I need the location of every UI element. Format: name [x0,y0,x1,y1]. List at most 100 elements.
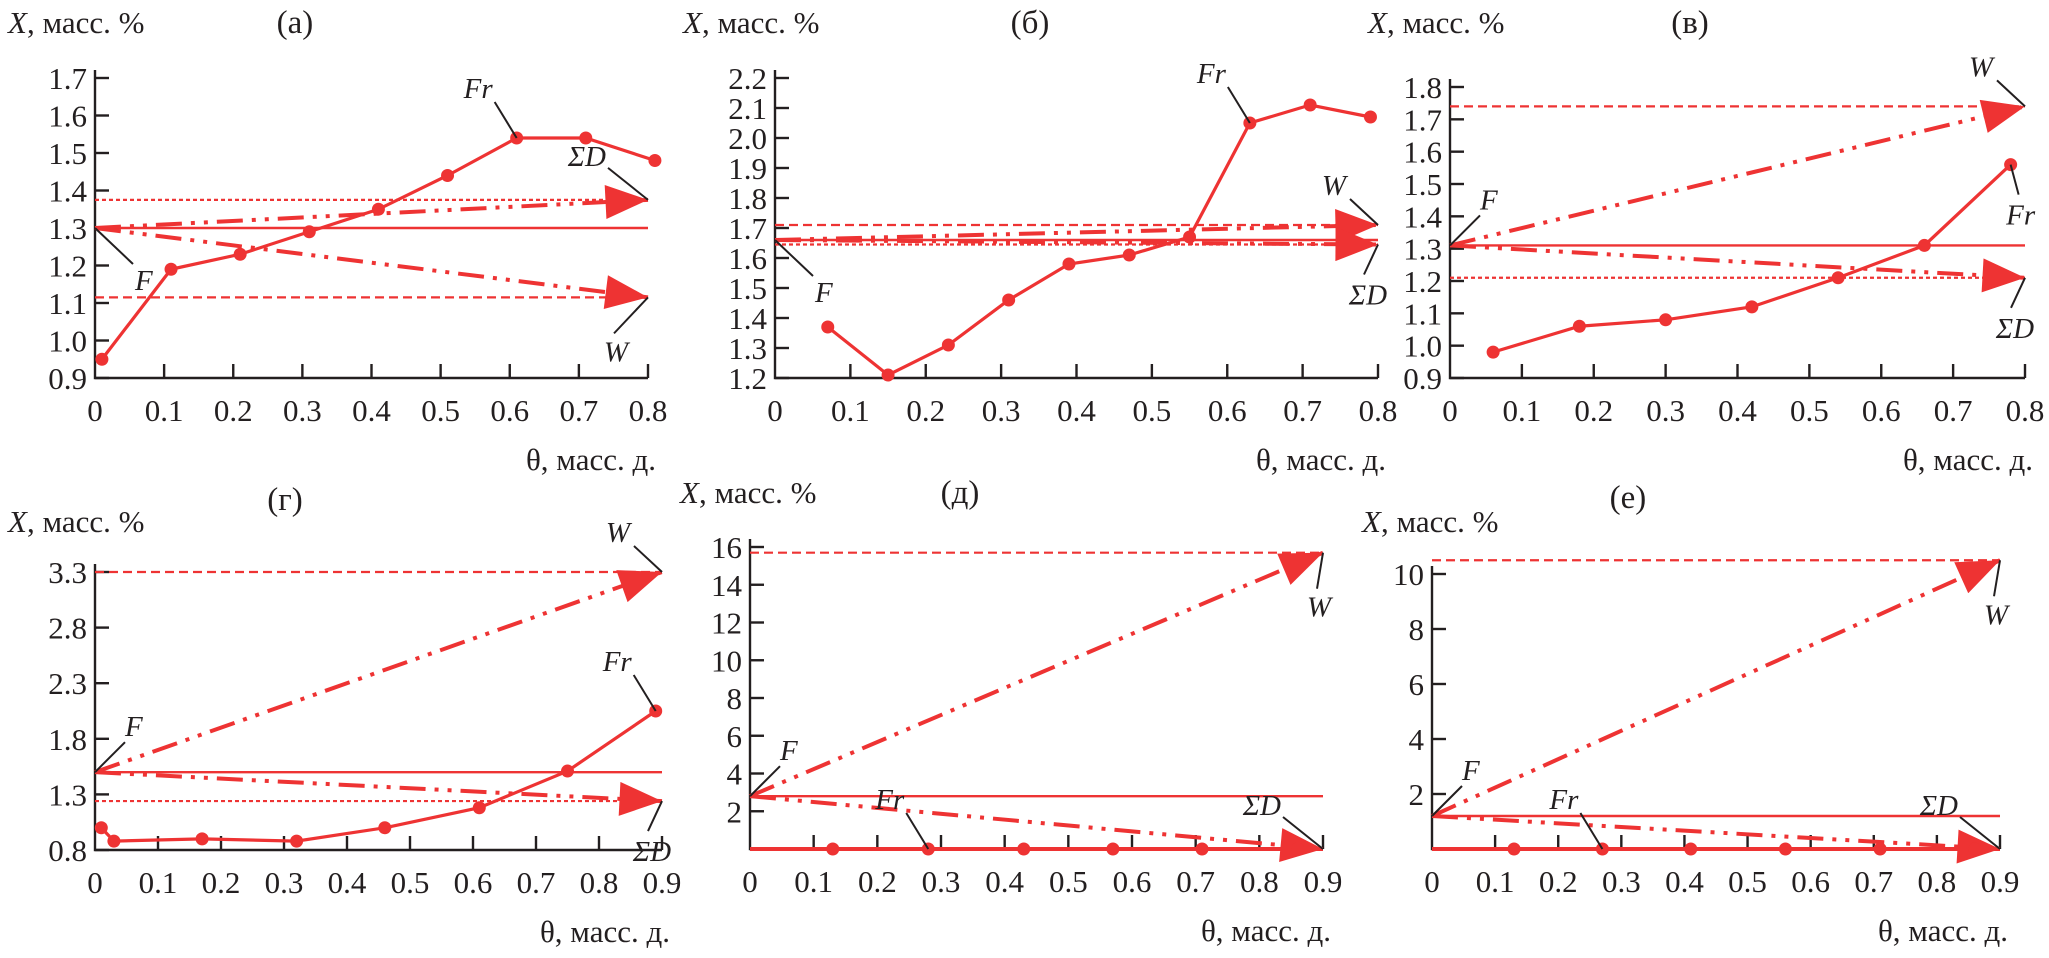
x-tick-label: 0.3 [283,393,322,428]
chart-panel-5: (д) X, масс. % θ, масс. д. 0 0.1 0.2 0.3 0.4 0.5… [678,475,1342,948]
f-leader [749,765,781,797]
y-tick-label: 6 [1409,667,1425,702]
y-tick-label: 1.7 [728,211,767,246]
y-tick-label: 0.9 [48,361,87,396]
y-tick-label: 1.0 [1403,329,1442,364]
y-axis-title: X, масс. % [681,5,819,40]
fr-point [821,320,835,334]
y-tick-label: 8 [1409,612,1425,647]
fr-label: Fr [1196,58,1227,90]
y-tick-label: 1.5 [1403,167,1442,202]
x-tick-label: 0.7 [560,393,599,428]
x-tick-label: 0.8 [580,865,619,900]
x-tick-label: 0.5 [391,865,430,900]
x-tick-label: 0 [742,864,758,899]
fr-point [881,368,895,382]
fr-point [378,821,392,835]
x-tick-label: 0.8 [629,393,668,428]
fr-point [164,262,178,276]
y-tick-label: 1.3 [728,331,767,366]
x-tick-label: 0.1 [139,865,178,900]
y-tick-label: 1.8 [48,722,87,757]
y-tick-label: 2.8 [48,611,87,646]
y-tick-label: 12 [711,606,742,641]
x-tick-label: 0.6 [454,865,493,900]
w-label: W [1969,51,1996,83]
y-tick-label: 16 [711,530,742,565]
w-arrow [1431,558,2001,818]
fr-point [1659,313,1673,327]
f-leader [1431,785,1463,817]
chart-panel-1: (а) X, масс. % θ, масс. д. 0 0.1 0.2 0.3 0.4 0.5… [6,5,667,477]
y-tick-label: 1.8 [728,181,767,216]
x-axis-title: θ, масс. д. [1256,442,1386,477]
f-leader [774,239,814,277]
x-tick-label: 0.2 [906,393,945,428]
y-tick-label: 0.9 [1403,361,1442,396]
sd-leader [2010,277,2026,309]
y-tick-label: 1.0 [48,324,87,359]
fr-point [648,154,662,167]
y-tick-label: 10 [1393,557,1424,592]
x-tick-label: 0.1 [145,393,184,428]
w-arrow [94,226,649,309]
x-tick-label: 0 [87,865,103,900]
x-tick-label: 0.6 [1113,864,1152,899]
sd-label: ΣD [1348,280,1387,312]
fr-point [1968,842,1982,856]
x-tick-label: 0.9 [1304,864,1343,899]
x-tick-label: 0.2 [1574,393,1613,428]
y-tick-label: 2.1 [728,91,767,126]
fr-label: Fr [602,646,633,678]
w-label: W [606,517,633,549]
x-tick-label: 0.2 [1539,864,1578,899]
f-label: F [1479,184,1498,216]
x-tick-label: 0.3 [982,393,1021,428]
fr-leader [2009,164,2020,195]
x-tick-label: 0.7 [1854,864,1893,899]
w-arrow [749,550,1324,798]
w-arrow [94,570,663,775]
fr-point [561,764,574,778]
fr-point [94,821,108,835]
y-tick-label: 1.4 [1403,199,1442,234]
x-tick-label: 0 [1442,393,1458,428]
x-tick-label: 0.5 [421,393,460,428]
x-axis-title: θ, масс. д. [526,442,656,477]
x-tick-label: 0.8 [2006,393,2045,428]
fr-point [107,834,121,848]
sd-leader [1363,244,1379,275]
x-tick-label: 0.3 [265,865,304,900]
sd-label: ΣD [1919,790,1958,822]
fr-leader [905,812,930,850]
sd-arrow [774,227,1379,262]
sd-label: ΣD [567,141,606,173]
x-tick-label: 0.6 [490,393,529,428]
x-tick-label: 0.9 [1981,864,2020,899]
chart-panel-2: (б) X, масс. % θ, масс. д. 0 0.1 0.2 0.3 0.4 0.5… [681,5,1397,477]
fr-label: Fr [874,784,905,816]
fr-point [1303,98,1317,112]
f-label: F [134,265,153,297]
x-tick-label: 0.9 [643,865,682,900]
y-tick-label: 1.6 [48,99,87,134]
y-tick-label: 1.1 [48,286,87,321]
fr-leader [1579,812,1604,850]
panel-label: (е) [1610,480,1647,516]
fr-point [371,202,385,216]
fr-line [100,709,657,843]
fr-point [95,352,109,366]
x-tick-label: 0.1 [1476,864,1515,899]
x-tick-label: 0.2 [202,865,241,900]
fr-label: Fr [1548,784,1579,816]
y-tick-label: 1.3 [1403,232,1442,267]
w-leader [1349,198,1379,226]
sd-label: ΣD [632,836,671,868]
f-label: F [814,277,833,309]
y-axis-title: X, масс. % [1366,5,1504,40]
y-tick-label: 0.8 [48,833,87,868]
y-tick-label: 14 [711,568,743,603]
x-tick-label: 0 [767,393,783,428]
y-tick-label: 2.0 [728,121,767,156]
fr-point [233,247,247,261]
